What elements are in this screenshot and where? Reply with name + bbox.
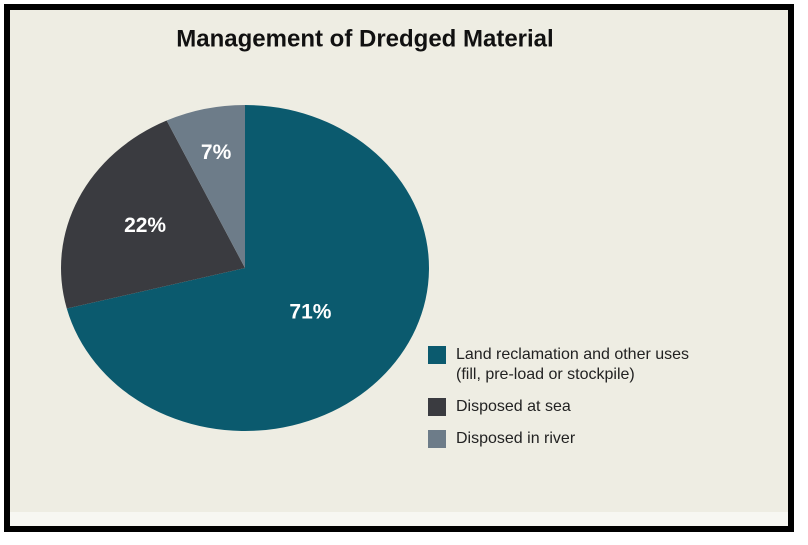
pie-slice <box>61 120 246 309</box>
legend-item: Disposed at sea <box>428 397 706 417</box>
legend-swatch <box>428 346 446 364</box>
legend-label: Land reclamation and other uses (fill, p… <box>456 346 690 383</box>
legend: Land reclamation and other uses (fill, p… <box>428 345 706 461</box>
bottom-strip <box>10 512 788 526</box>
legend-item: Disposed in river <box>428 429 706 449</box>
slice-label: 71% <box>289 301 331 324</box>
legend-label: Disposed at sea <box>456 398 571 415</box>
slice-label: 7% <box>201 141 232 164</box>
legend-label: Disposed in river <box>456 430 576 447</box>
pie-slice <box>166 105 245 268</box>
pie-slice <box>66 105 430 431</box>
slice-label: 22% <box>124 214 166 237</box>
legend-swatch <box>428 430 446 448</box>
legend-swatch <box>428 398 446 416</box>
legend-item: Land reclamation and other uses (fill, p… <box>428 345 706 385</box>
chart-title: Management of Dredged Material <box>176 25 553 52</box>
